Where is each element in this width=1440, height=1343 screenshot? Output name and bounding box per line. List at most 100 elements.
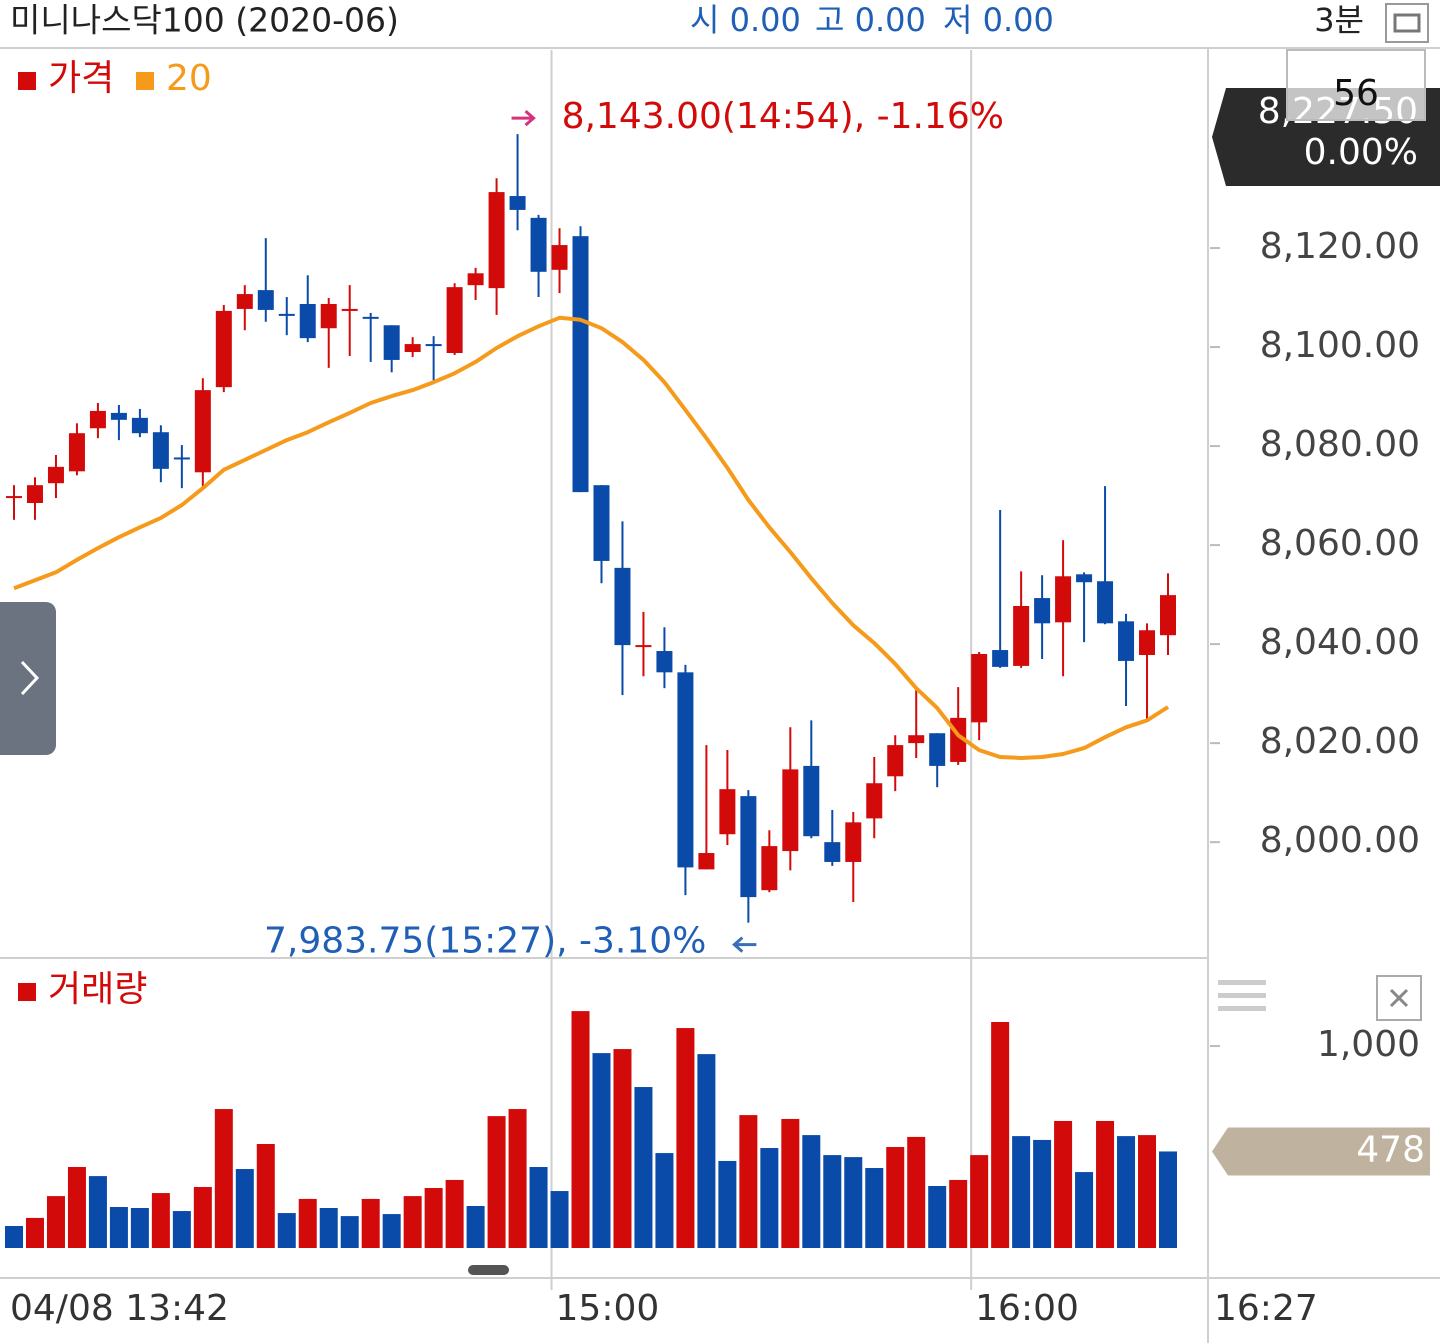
candle-body bbox=[89, 410, 106, 429]
candle-body bbox=[1055, 576, 1072, 623]
x-tick-label: 16:27 bbox=[1214, 1288, 1318, 1329]
volume-bar bbox=[802, 1135, 821, 1248]
high-quote: 고 0.00 bbox=[815, 1, 926, 39]
menu-icon[interactable] bbox=[1218, 980, 1266, 1011]
candle-body bbox=[1160, 595, 1176, 636]
candle-body bbox=[467, 273, 484, 286]
ma-line bbox=[13, 315, 1170, 760]
interval-selector[interactable]: 3분 bbox=[1314, 1, 1364, 39]
candle-body bbox=[551, 245, 568, 270]
candle-body bbox=[635, 645, 652, 648]
icon-bar bbox=[1218, 980, 1266, 985]
volume-bar bbox=[340, 1216, 359, 1248]
candle-body bbox=[194, 390, 211, 473]
candle-body bbox=[971, 654, 988, 723]
candle-body bbox=[215, 310, 232, 388]
side-panel-toggle[interactable] bbox=[0, 602, 56, 755]
legend-ma-swatch bbox=[136, 72, 154, 90]
volume-bar bbox=[193, 1187, 212, 1248]
x-tick-label: 15:00 bbox=[556, 1288, 660, 1329]
y-tick-label: 8,080.00 bbox=[1260, 424, 1420, 465]
volume-bar bbox=[487, 1116, 506, 1248]
volume-bar bbox=[634, 1087, 653, 1248]
volume-bar bbox=[592, 1053, 611, 1248]
legend-price-swatch bbox=[18, 72, 36, 90]
candle-body bbox=[26, 485, 43, 504]
candle-body bbox=[320, 303, 337, 329]
volume-bar bbox=[928, 1185, 947, 1248]
volume-bar bbox=[235, 1169, 254, 1248]
candle-body bbox=[299, 303, 316, 339]
volume-bar bbox=[1012, 1136, 1031, 1248]
x-tick-label: 04/08 13:42 bbox=[10, 1288, 229, 1329]
volume-bar bbox=[151, 1193, 170, 1248]
low-arrow bbox=[732, 936, 757, 953]
legend-volume: 거래량 bbox=[48, 969, 147, 1010]
candle-body bbox=[1139, 630, 1156, 656]
volume-bar bbox=[466, 1205, 485, 1248]
volume-bar bbox=[697, 1054, 716, 1248]
volume-bar bbox=[781, 1118, 800, 1248]
volume-bar bbox=[1054, 1120, 1073, 1248]
volume-bar bbox=[550, 1191, 569, 1248]
close-icon bbox=[1389, 988, 1409, 1008]
candle-body bbox=[572, 236, 589, 493]
y-tick-label: 8,020.00 bbox=[1260, 721, 1420, 762]
candle-body bbox=[509, 196, 526, 210]
icon-bar bbox=[1218, 1006, 1266, 1011]
y-tick-label: 8,060.00 bbox=[1260, 523, 1420, 564]
volume-bar bbox=[361, 1198, 380, 1248]
candle-body bbox=[278, 313, 295, 316]
volume-bar bbox=[172, 1211, 191, 1248]
candle-body bbox=[404, 344, 421, 353]
volume-bar bbox=[676, 1028, 695, 1248]
volume-bar bbox=[25, 1217, 44, 1248]
candle-body bbox=[383, 325, 400, 360]
candle-body bbox=[803, 765, 820, 837]
candle-body bbox=[614, 567, 631, 646]
count-box[interactable] bbox=[1286, 49, 1426, 121]
candle-body bbox=[1076, 574, 1093, 583]
volume-bar bbox=[298, 1198, 317, 1248]
volume-bar bbox=[46, 1196, 65, 1248]
candle-body bbox=[908, 735, 925, 744]
high-annotation: 8,143.00(14:54), -1.16% bbox=[562, 96, 1004, 137]
volume-bar bbox=[844, 1157, 863, 1248]
x-tick-label: 16:00 bbox=[975, 1288, 1079, 1329]
candle-body bbox=[425, 344, 442, 347]
candle-body bbox=[446, 287, 463, 353]
candle-body bbox=[761, 846, 778, 891]
candle-body bbox=[887, 745, 904, 777]
y-tick-label: 1,000 bbox=[1317, 1024, 1420, 1065]
icon-frame bbox=[1385, 3, 1429, 43]
candle-body bbox=[593, 485, 610, 561]
volume-badge bbox=[1212, 1127, 1430, 1176]
volume-bar bbox=[5, 1225, 23, 1248]
volume-bar bbox=[1117, 1136, 1136, 1248]
close-pane-button[interactable] bbox=[1376, 975, 1422, 1021]
candle-body bbox=[719, 789, 736, 835]
candle-body bbox=[656, 651, 673, 673]
volume-bar bbox=[67, 1167, 86, 1248]
volume-bar bbox=[1075, 1172, 1094, 1248]
y-tick-label: 8,000.00 bbox=[1260, 820, 1420, 861]
volume-bar bbox=[319, 1208, 338, 1248]
scroll-handle[interactable] bbox=[468, 1265, 509, 1275]
candle-body bbox=[257, 290, 274, 310]
candle-body bbox=[341, 308, 358, 311]
volume-bar bbox=[529, 1167, 548, 1248]
candle-body bbox=[1034, 598, 1051, 624]
volume-bar bbox=[214, 1109, 233, 1248]
volume-bar bbox=[256, 1143, 275, 1248]
candle-body bbox=[740, 796, 757, 898]
volume-bar bbox=[949, 1179, 968, 1248]
volume-bar bbox=[970, 1155, 989, 1248]
candle-body bbox=[698, 853, 715, 870]
candle-body bbox=[1013, 605, 1030, 666]
window-icon[interactable] bbox=[1385, 3, 1429, 43]
volume-bar bbox=[571, 1011, 590, 1248]
candle-body bbox=[824, 842, 841, 862]
chevron-icon bbox=[20, 660, 40, 696]
volume-bar bbox=[823, 1155, 842, 1248]
